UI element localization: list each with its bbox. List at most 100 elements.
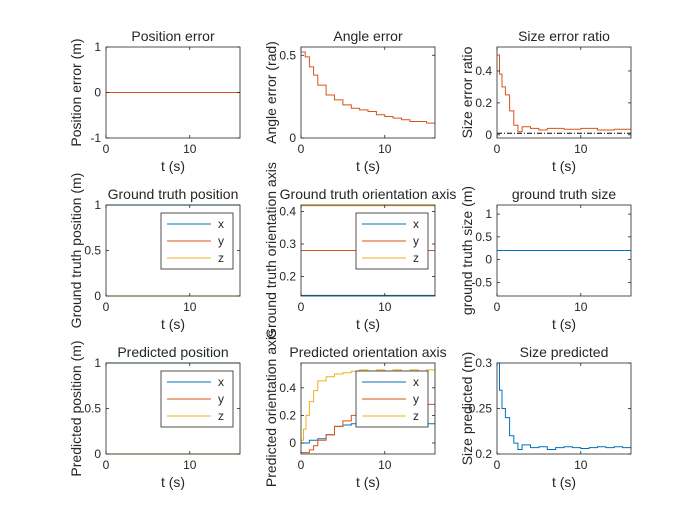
y-tick-label: 0.2 bbox=[279, 270, 296, 284]
x-axis-label: t (s) bbox=[356, 158, 380, 174]
y-axis-label: Predicted orientation axis bbox=[263, 330, 279, 487]
y-axis-label: Size predicted (m) bbox=[459, 352, 475, 466]
y-tick-label: 0.2 bbox=[279, 408, 296, 422]
y-tick-label: 0.5 bbox=[84, 402, 101, 416]
legend-label-y: y bbox=[218, 392, 224, 406]
y-tick-label: -0.5 bbox=[471, 275, 492, 289]
legend: xyz bbox=[160, 212, 234, 270]
legend-label-y: y bbox=[413, 392, 419, 406]
legend-label-z: z bbox=[413, 409, 419, 423]
x-axis-label: t (s) bbox=[161, 158, 185, 174]
x-tick-label: 10 bbox=[378, 142, 392, 156]
legend-label-y: y bbox=[413, 234, 419, 248]
legend-label-x: x bbox=[413, 375, 419, 389]
chart-title: ground truth size bbox=[512, 186, 616, 202]
y-tick-label: -1 bbox=[90, 131, 101, 145]
y-tick-label: 0.4 bbox=[279, 381, 296, 395]
plot-area bbox=[497, 363, 631, 454]
axes-box bbox=[300, 204, 436, 297]
legend-label-z: z bbox=[218, 251, 224, 265]
x-tick-label: 10 bbox=[183, 142, 197, 156]
legend-label-x: x bbox=[218, 217, 224, 231]
x-axis-label: t (s) bbox=[161, 474, 185, 490]
y-tick-label: 0.3 bbox=[279, 237, 296, 251]
x-tick-label: 10 bbox=[574, 142, 588, 156]
y-axis-label: Angle error (rad) bbox=[263, 41, 279, 144]
y-tick-label: 0.25 bbox=[469, 402, 493, 416]
y-tick-label: 0 bbox=[485, 128, 492, 142]
axes-box bbox=[496, 46, 632, 139]
y-tick-label: 1 bbox=[485, 207, 492, 221]
plot-area bbox=[497, 47, 631, 138]
y-axis-label: ground truth size (m) bbox=[459, 186, 475, 315]
series-group bbox=[301, 51, 435, 124]
x-axis-label: t (s) bbox=[356, 316, 380, 332]
x-axis-label: t (s) bbox=[161, 316, 185, 332]
chart-2: 0 10 0 0.5 Angle error t (s) Angle error (rad) bbox=[263, 28, 436, 174]
y-tick-label: 1 bbox=[94, 40, 101, 54]
x-tick-label: 0 bbox=[298, 300, 305, 314]
chart-7: 0 10 0 0.5 1 Predicted position t (s) Predicted… bbox=[68, 340, 241, 490]
legend-label-x: x bbox=[218, 375, 224, 389]
y-tick-label: 0 bbox=[289, 436, 296, 450]
chart-title: Size predicted bbox=[520, 344, 609, 360]
x-tick-label: 10 bbox=[378, 300, 392, 314]
series-line-error bbox=[301, 51, 435, 124]
y-tick-label: 0.3 bbox=[475, 356, 492, 370]
x-axis-label: t (s) bbox=[552, 158, 576, 174]
series-line-size bbox=[497, 362, 631, 450]
y-tick-label: 0.2 bbox=[475, 447, 492, 461]
y-tick-label: 0.4 bbox=[279, 205, 296, 219]
y-tick-label: 0 bbox=[94, 447, 101, 461]
x-tick-label: 0 bbox=[298, 458, 305, 472]
chart-4: 0 10 0 0.5 1 Ground truth position t (s) Ground… bbox=[68, 173, 241, 332]
x-axis-label: t (s) bbox=[552, 474, 576, 490]
y-tick-label: 0 bbox=[289, 131, 296, 145]
legend-label-x: x bbox=[413, 217, 419, 231]
plot-area bbox=[301, 47, 435, 138]
y-tick-label: 0.5 bbox=[279, 48, 296, 62]
x-tick-label: 0 bbox=[494, 300, 501, 314]
axes-box bbox=[300, 46, 436, 139]
chart-title: Ground truth position bbox=[108, 186, 239, 202]
axes-box bbox=[496, 204, 632, 297]
y-tick-label: 0.5 bbox=[84, 244, 101, 258]
legend-label-z: z bbox=[218, 409, 224, 423]
y-axis-label: Size error ratio bbox=[459, 46, 475, 138]
x-tick-label: 10 bbox=[183, 300, 197, 314]
y-tick-label: 1 bbox=[94, 198, 101, 212]
x-tick-label: 0 bbox=[103, 300, 110, 314]
x-axis-label: t (s) bbox=[356, 474, 380, 490]
y-tick-label: 0.4 bbox=[475, 64, 492, 78]
x-tick-label: 10 bbox=[574, 300, 588, 314]
legend: xyz bbox=[355, 370, 429, 428]
x-tick-label: 0 bbox=[494, 142, 501, 156]
series-group bbox=[497, 362, 631, 450]
y-tick-label: 0.2 bbox=[475, 96, 492, 110]
y-axis-label: Predicted position (m) bbox=[68, 340, 84, 476]
y-tick-label: 0 bbox=[94, 86, 101, 100]
y-axis-label: Ground truth orientation axis bbox=[263, 162, 279, 339]
x-tick-label: 0 bbox=[494, 458, 501, 472]
y-tick-label: 0.5 bbox=[475, 230, 492, 244]
series-line-ratio bbox=[497, 54, 631, 133]
axes-box bbox=[300, 362, 436, 455]
legend-label-z: z bbox=[413, 251, 419, 265]
legend: xyz bbox=[160, 370, 234, 428]
chart-title: Predicted orientation axis bbox=[289, 344, 446, 360]
y-tick-label: 0 bbox=[94, 289, 101, 303]
x-tick-label: 0 bbox=[103, 142, 110, 156]
chart-title: Predicted position bbox=[117, 344, 228, 360]
chart-title: Angle error bbox=[333, 28, 403, 44]
x-tick-label: 10 bbox=[378, 458, 392, 472]
x-tick-label: 0 bbox=[298, 142, 305, 156]
y-tick-label: 0 bbox=[485, 253, 492, 267]
series-group bbox=[497, 54, 631, 134]
legend-label-y: y bbox=[218, 234, 224, 248]
chart-title: Size error ratio bbox=[518, 28, 610, 44]
x-tick-label: 0 bbox=[103, 458, 110, 472]
